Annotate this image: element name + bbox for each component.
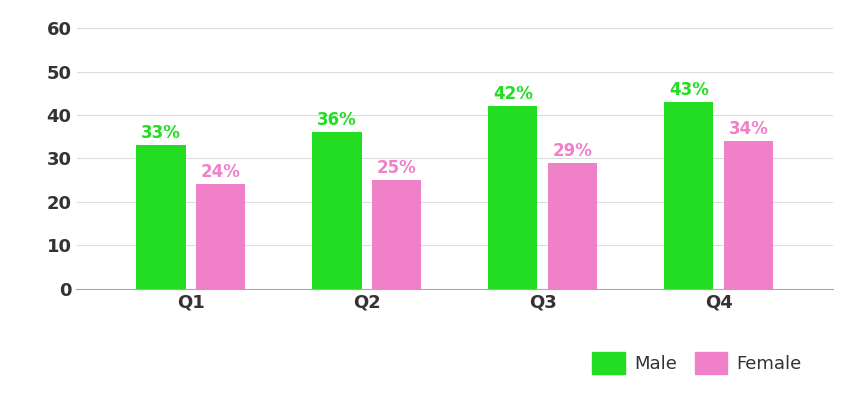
Bar	[664, 102, 713, 289]
Text: 42%: 42%	[493, 85, 533, 103]
Text: 33%: 33%	[141, 124, 181, 142]
Bar	[372, 180, 422, 289]
Text: 29%: 29%	[552, 142, 592, 160]
Text: 34%: 34%	[728, 120, 768, 138]
Bar	[196, 184, 246, 289]
Bar	[136, 146, 185, 289]
Bar	[312, 132, 361, 289]
Bar	[724, 141, 774, 289]
Bar	[488, 106, 537, 289]
Text: 43%: 43%	[669, 81, 709, 99]
Bar	[548, 163, 598, 289]
Legend: Male, Female: Male, Female	[585, 345, 809, 381]
Text: 36%: 36%	[317, 111, 357, 129]
Text: 24%: 24%	[201, 164, 241, 181]
Text: 25%: 25%	[377, 159, 416, 177]
